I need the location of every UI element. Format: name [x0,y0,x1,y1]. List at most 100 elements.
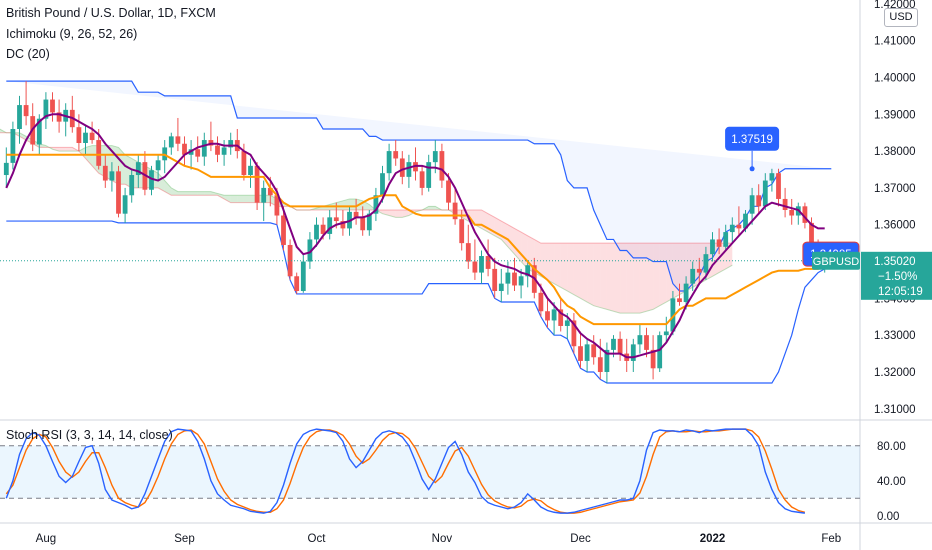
candle [188,140,194,170]
candle-body [723,232,729,247]
candle-body [327,217,333,234]
candle [729,217,735,244]
price-tick-label: 1.41000 [874,36,916,48]
stoch-rsi-legend: Stoch RSI (3, 3, 14, 14, close) [6,428,173,442]
ichimoku-cloud-segment [59,147,66,152]
candle [644,327,649,358]
ichimoku-cloud-segment [177,191,185,196]
time-tick-label: 2022 [700,533,726,545]
symbol-tag-text: GBPUSD [813,256,860,268]
candle [597,338,603,380]
ichimoku-cloud-segment [600,243,607,310]
ichimoku-cloud-segment [217,193,225,199]
candle-body [261,187,267,203]
candle [584,338,590,372]
candle-body [76,127,82,143]
candle-body [538,292,544,312]
ichimoku-cloud-segment [164,180,172,196]
candle [63,103,69,137]
candle-body [670,298,676,332]
candle-body [333,217,339,222]
ichimoku-cloud-segment [402,210,409,218]
candle [43,92,49,130]
candle [446,173,451,210]
ichimoku-cloud-segment [362,200,370,210]
candle-body [677,298,682,303]
candle-body [314,224,319,240]
candle [769,168,775,192]
ichimoku-cloud-segment [573,243,581,299]
ichimoku-cloud-segment [547,243,555,284]
candle [439,143,445,188]
candle-body [320,224,326,234]
candle [518,268,524,299]
ichimoku-cloud-segment [554,243,561,288]
candle [736,206,742,236]
ichimoku-cloud-segment [507,224,515,255]
candle-body [340,221,346,229]
ichimoku-cloud-segment [501,221,508,247]
price-tick-label: 1.33000 [874,330,916,342]
candle-body [287,244,293,277]
ichimoku-cloud-segment [587,243,594,306]
candle-body [439,151,445,181]
candle [208,121,214,152]
candle [215,136,220,163]
candle [749,187,755,225]
candle-body [129,175,135,196]
ichimoku-cloud-segment [613,243,621,314]
candle-body [281,215,286,245]
candle-body [637,335,643,345]
candle-body [769,173,775,181]
candle [254,162,260,210]
ichimoku-cloud-segment [52,147,60,152]
candle-body [657,335,663,369]
candle [10,121,16,170]
ichimoku-cloud-segment [197,191,205,196]
candle-body [360,217,366,231]
ichimoku-cloud-segment [12,132,20,137]
candle-body [604,349,610,372]
candle [307,232,313,269]
candle-body [485,256,491,269]
candle [168,132,174,155]
candle-body [465,243,471,262]
candle-body [122,195,128,214]
candle-body [459,219,465,244]
ichimoku-cloud-segment [672,243,680,299]
candle-body [650,349,656,369]
stoch-k-line [5,428,805,514]
price-tick-label: 1.42000 [874,0,916,11]
candle-body [703,254,709,273]
stoch-tick-label: 40.00 [877,476,906,488]
candle-body [762,180,768,207]
candle [83,125,88,155]
last-price-label: GBPUSD 1.35020 −1.50% 12:05:19 [812,251,932,300]
candle [789,198,795,225]
candle [294,272,300,294]
ichimoku-cloud-segment [540,243,548,280]
currency-badge[interactable]: USD [884,8,918,27]
candle [413,147,418,181]
candle [221,140,227,166]
candle [149,165,154,196]
candle-body [228,140,234,148]
candle [756,184,762,214]
candle [155,154,161,181]
ichimoku-cloud-segment [224,195,231,203]
candle [465,224,471,269]
donchian-channel-fill [6,81,832,291]
candle [776,168,781,207]
ichimoku-cloud-segment [428,206,436,210]
candle [50,92,55,122]
candle-body [736,224,742,229]
candle-body [809,222,814,247]
candle-body [83,132,88,143]
ichimoku-cloud-segment [395,210,403,218]
candle-body [617,338,623,354]
candle [479,250,484,284]
ichimoku-cloud-segment [375,210,383,214]
candle-body [551,309,557,321]
time-tick-label: Dec [570,533,591,545]
